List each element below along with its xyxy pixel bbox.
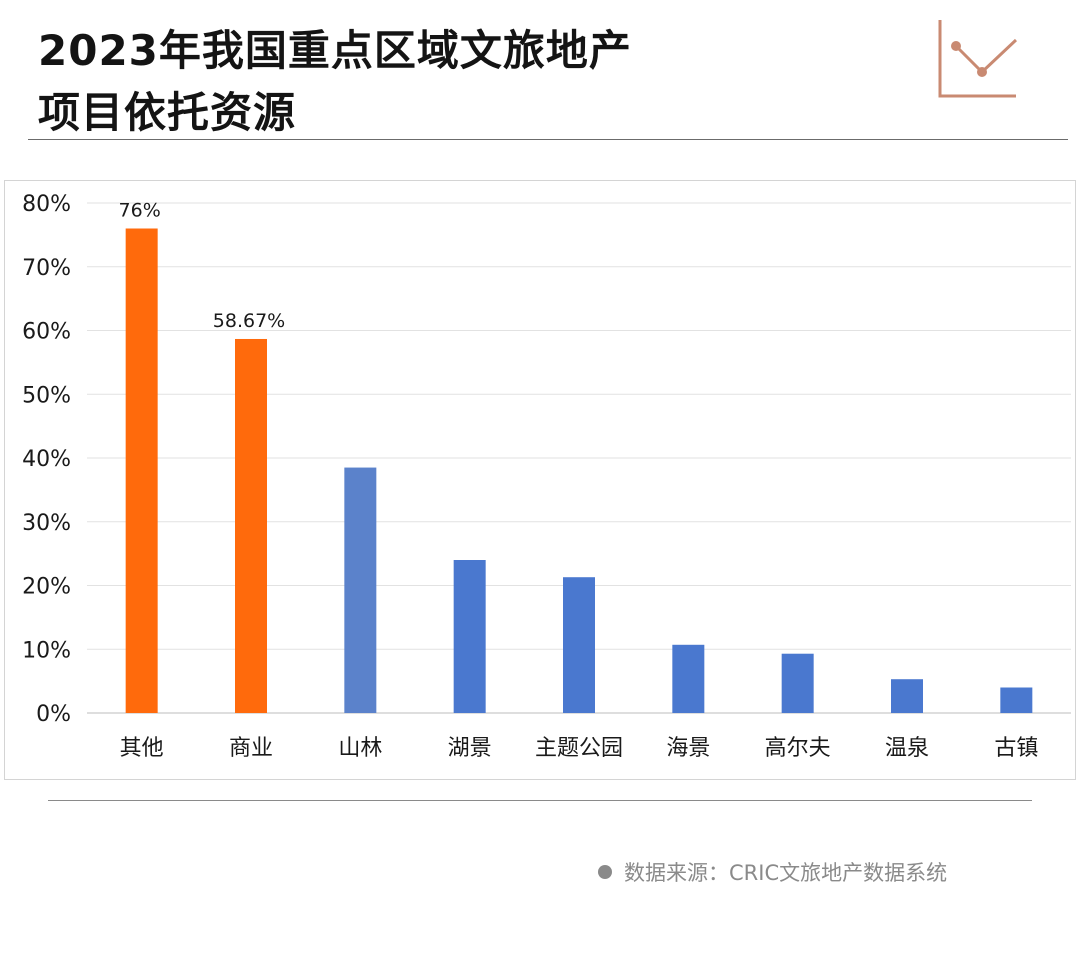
- bar: [563, 577, 595, 713]
- title-divider: [28, 139, 1068, 140]
- y-tick-label: 70%: [22, 256, 71, 281]
- bullet-dot-icon: [598, 865, 612, 879]
- y-tick-label: 10%: [22, 638, 71, 663]
- x-tick-label: 商业: [229, 736, 273, 761]
- x-tick-label: 主题公园: [535, 736, 623, 761]
- chart-frame: 0% 10% 20% 30% 40% 50% 60% 70% 80% 其他 76% 商业 58.67% 山…: [4, 180, 1076, 780]
- source-text: 数据来源：CRIC文旅地产数据系统: [624, 861, 948, 885]
- y-tick-label: 30%: [22, 511, 71, 536]
- bar: [125, 228, 158, 713]
- bar: [672, 644, 705, 713]
- y-tick-label: 80%: [22, 192, 71, 217]
- bar: [781, 653, 814, 713]
- bar: [1000, 687, 1033, 713]
- footer-divider: [48, 800, 1032, 801]
- x-tick-label: 其他: [120, 736, 164, 761]
- y-tick-label: 20%: [22, 575, 71, 600]
- x-tick-label: 海景: [666, 736, 710, 761]
- data-label: 76%: [119, 200, 161, 222]
- page-title-line2: 项目依托资源: [38, 88, 297, 137]
- bar: [891, 679, 923, 713]
- bar: [235, 338, 267, 713]
- x-tick-label: 温泉: [885, 736, 929, 761]
- y-tick-label: 60%: [22, 320, 71, 345]
- x-tick-label: 高尔夫: [765, 736, 831, 761]
- x-tick-label: 山林: [338, 736, 382, 761]
- x-tick-label: 古镇: [994, 736, 1038, 761]
- page-title-line1: 2023年我国重点区域文旅地产: [38, 26, 632, 75]
- line-chart-icon: [938, 20, 1018, 98]
- y-tick-label: 0%: [36, 702, 71, 727]
- source-note: 数据来源：CRIC文旅地产数据系统: [598, 857, 947, 887]
- x-tick-label: 湖景: [448, 736, 492, 761]
- y-tick-label: 40%: [22, 447, 71, 472]
- bar: [344, 467, 377, 713]
- bar: [453, 560, 486, 713]
- data-label: 58.67%: [213, 310, 285, 332]
- y-tick-label: 50%: [22, 383, 71, 408]
- bar-chart: 0% 10% 20% 30% 40% 50% 60% 70% 80% 其他 76% 商业 58.67% 山…: [22, 192, 1071, 761]
